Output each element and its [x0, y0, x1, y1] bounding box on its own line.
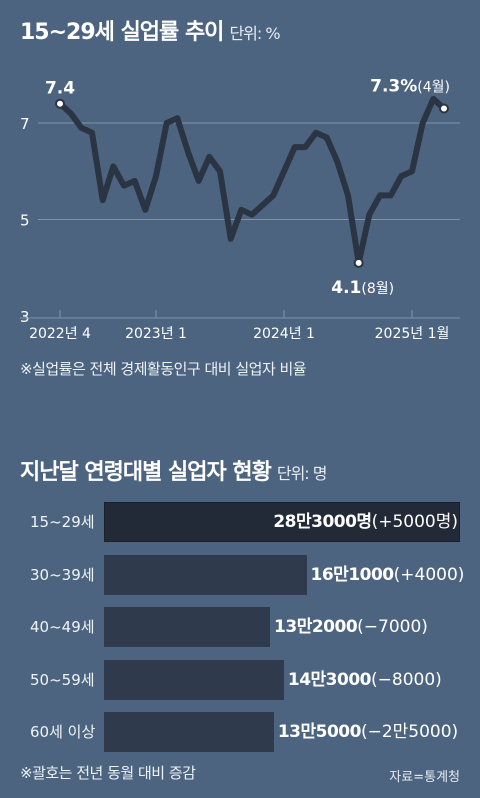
age-category-label: 15~29세	[30, 513, 95, 531]
age-category-label: 40~49세	[30, 618, 95, 636]
bar-value-number: 13만2000	[274, 617, 358, 637]
bar-value-label: 13만2000(−7000)	[274, 607, 428, 647]
annotation-label: 7.4	[45, 79, 75, 99]
unemployed-count-bar	[104, 554, 307, 595]
unemployed-count-bar	[104, 502, 460, 542]
bar-row: 30~39세 16만1000(+4000)	[0, 554, 480, 595]
x-tick-label: 2022년 4	[29, 326, 91, 342]
annotation-label: 4.1(8월)	[331, 278, 394, 298]
annotation-point	[55, 98, 65, 109]
bar-chart-unit: 단위: 명	[276, 464, 328, 483]
bar-chart-title: 지난달 연령대별 실업자 현황 단위: 명	[20, 454, 327, 486]
bar-row: 15~29세 28만3000명(+5000명)	[0, 502, 480, 542]
bar-row: 60세 이상 13만5000(−2만5000)	[0, 712, 480, 752]
unemployed-count-bar	[104, 712, 274, 752]
unemployed-count-bar	[104, 607, 271, 647]
annotation-point	[439, 103, 449, 114]
bar-value-number: 16만1000	[310, 564, 395, 585]
x-tick-label: 2024년 1	[253, 326, 315, 342]
bar-value-number: 14만3000	[287, 669, 372, 690]
line-chart-title: 15~29세 실업률 추이 단위: %	[20, 14, 281, 46]
source-label: 자료=통계청	[389, 770, 460, 785]
annotation-label: 7.3%(4월)	[370, 77, 450, 97]
y-tick-label: 3	[20, 308, 30, 326]
bar-value-number: 13만5000	[277, 722, 362, 742]
bar-change-label: (+5000명)	[371, 512, 458, 532]
line-chart-title-text: 15~29세 실업률 추이	[20, 20, 224, 45]
bar-change-label: (−7000)	[357, 617, 428, 637]
bar-value-label: 14만3000(−8000)	[288, 660, 442, 700]
bar-row: 40~49세 13만2000(−7000)	[0, 607, 480, 647]
bar-value-label: 28만3000명(+5000명)	[273, 502, 458, 542]
bar-value-number: 28만3000명	[273, 512, 372, 532]
unemployment-series-line	[57, 95, 447, 266]
bar-row: 50~59세 14만3000(−8000)	[0, 659, 480, 700]
bar-change-label: (−8000)	[371, 669, 442, 690]
x-tick-label: 2025년 1월	[375, 326, 450, 342]
unemployment-line-chart: 3 5 7 2022년 4 2023년 1 2024년 1 2025년 1월 7.4 4.1(8…	[20, 77, 460, 342]
bar-value-label: 16만1000(+4000)	[311, 555, 465, 595]
unemployed-count-bar	[104, 659, 284, 700]
y-tick-label: 5	[20, 212, 30, 230]
line-chart-footnote: ※실업률은 전체 경제활동인구 대비 실업자 비율	[20, 360, 307, 378]
age-category-label: 50~59세	[30, 670, 95, 689]
age-category-label: 60세 이상	[30, 723, 96, 741]
y-tick-label: 7	[20, 115, 30, 133]
x-tick-label: 2023년 1	[125, 326, 187, 342]
bar-value-label: 13만5000(−2만5000)	[278, 712, 458, 752]
age-category-label: 30~39세	[30, 565, 95, 584]
annotation-point	[353, 257, 364, 268]
bar-chart-footnote: ※괄호는 전년 동월 대비 증감	[20, 764, 196, 782]
bar-change-label: (−2만5000)	[360, 722, 459, 742]
bar-change-label: (+4000)	[393, 564, 465, 585]
bar-chart-title-text: 지난달 연령대별 실업자 현황	[20, 460, 272, 485]
line-chart-unit: 단위: %	[229, 24, 280, 43]
